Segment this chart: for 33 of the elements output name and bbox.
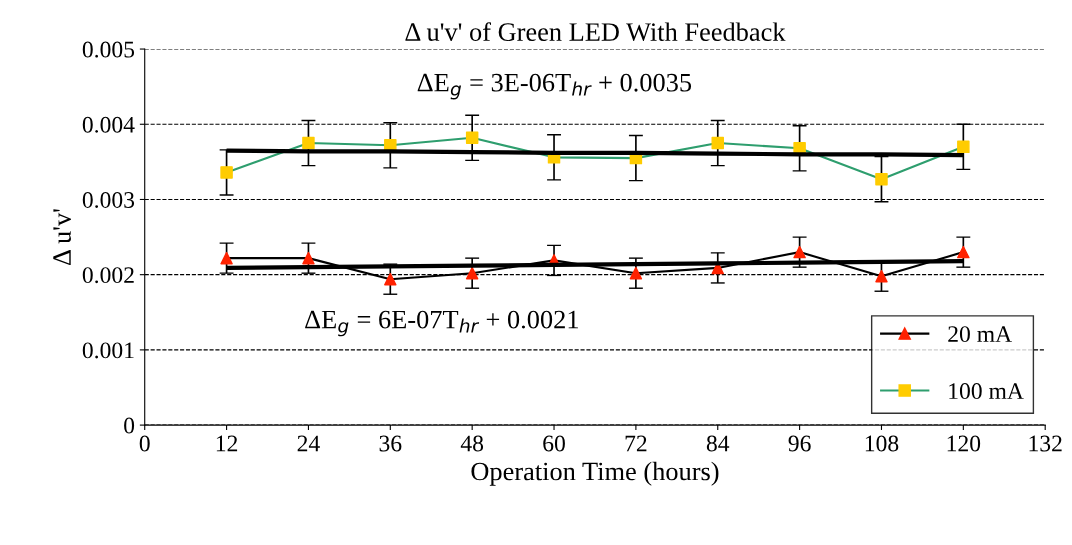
y-tick-label: 0 [124,417,135,434]
point [384,272,397,286]
x-tick-label: 0 [139,435,150,452]
point [220,251,233,265]
y-tick-label: 0.004 [82,116,135,133]
point [793,245,806,259]
y-axis-title: Δ u'v' [53,209,71,266]
y-tick-label: 0.005 [82,41,135,58]
annotation: ΔE$_{g}$ = 6E-07T$_{hr}$ + 0.0021 [305,310,578,337]
x-tick-label: 84 [706,435,730,452]
x-tick-label: 72 [625,435,647,452]
point [465,266,479,280]
point [875,269,888,283]
x-axis-title: Operation Time (hours) [471,461,719,486]
point [957,245,970,259]
y-tick-label: 0.003 [82,191,135,208]
x-tick-label: 120 [947,435,981,452]
x-tick-label: 60 [543,435,565,452]
x-tick-label: 36 [379,435,402,452]
point [302,251,315,265]
point [629,266,643,280]
annotation: ΔE$_{g}$ = 3E-06T$_{hr}$ + 0.0035 [417,73,692,100]
chart-title: Δ u'v' of Green LED With Feedback [405,22,786,42]
legend-label: 20 mA [948,326,1012,343]
x-tick-label: 108 [865,435,899,452]
x-tick-label: 48 [460,435,484,452]
x-tick-label: 132 [1029,435,1062,452]
y-tick-label: 0.002 [82,267,134,284]
legend-label: 100 mA [949,383,1024,400]
y-tick-label: 0.001 [82,342,134,359]
x-tick-label: 96 [788,435,811,452]
x-tick-label: 12 [216,435,238,452]
x-tick-label: 24 [297,435,320,452]
